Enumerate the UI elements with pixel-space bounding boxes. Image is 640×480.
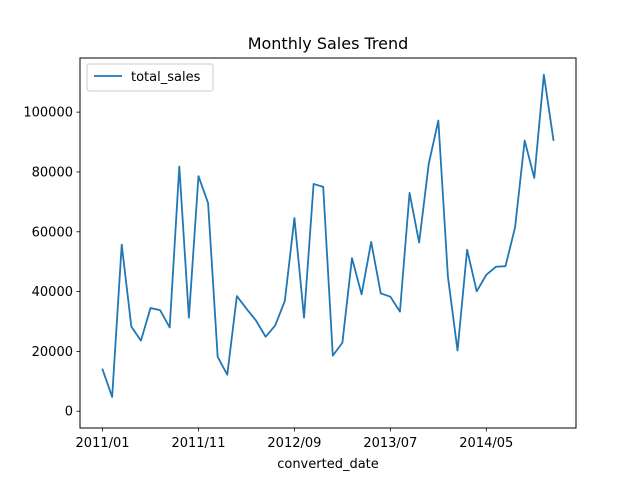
chart-title: Monthly Sales Trend	[248, 34, 409, 53]
y-tick-label: 80000	[32, 165, 73, 180]
series-layer	[101, 73, 555, 398]
y-tick-label: 0	[65, 405, 73, 420]
y-tick-label: 60000	[32, 225, 73, 240]
x-axis-label: converted_date	[277, 457, 379, 472]
x-tick-label: 2011/11	[171, 436, 225, 451]
legend-label-total-sales: total_sales	[131, 70, 201, 85]
x-axis: 2011/01 2011/11 2012/09 2013/07 2014/05	[76, 428, 513, 451]
plot-frame	[79, 57, 577, 429]
legend-box	[86, 63, 214, 92]
y-tick-label: 100000	[23, 106, 73, 121]
y-tick-label: 20000	[32, 345, 73, 360]
y-axis: 0 20000 40000 60000 80000 100000	[23, 106, 80, 420]
x-tick-label: 2013/07	[363, 436, 417, 451]
x-tick-label: 2011/01	[76, 436, 130, 451]
x-tick-label: 2012/09	[267, 436, 321, 451]
y-tick-label: 40000	[32, 285, 73, 300]
x-tick-label: 2014/05	[459, 436, 513, 451]
series-line-total-sales	[101, 73, 555, 398]
legend: total_sales	[86, 63, 214, 92]
